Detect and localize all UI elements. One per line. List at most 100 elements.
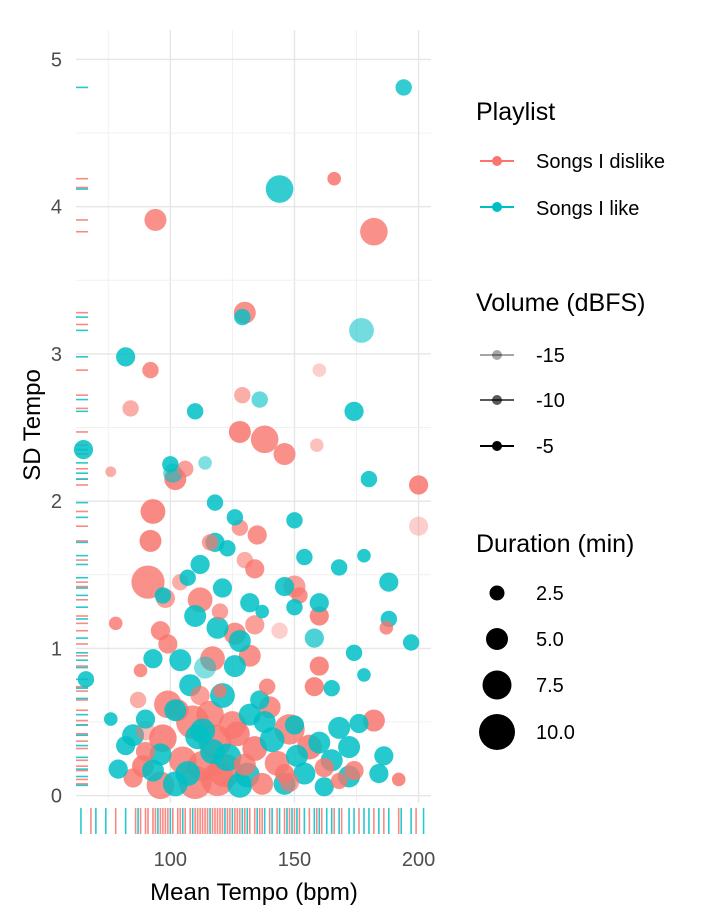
point-songs-i-like <box>308 731 331 754</box>
point-songs-i-dislike <box>309 656 329 676</box>
point-songs-i-like <box>103 712 118 726</box>
point-songs-i-dislike <box>362 709 385 732</box>
legend-item-volume-5: -5 <box>480 436 554 458</box>
point-songs-i-dislike <box>408 516 429 536</box>
legend: Playlist Songs I dislike Songs I like Vo… <box>476 98 665 750</box>
x-axis-title: Mean Tempo (bpm) <box>150 879 358 906</box>
point-songs-i-like <box>77 671 95 688</box>
point-songs-i-dislike <box>201 534 219 551</box>
point-songs-i-dislike <box>213 684 227 698</box>
point-songs-i-like <box>338 736 361 759</box>
point-songs-i-dislike <box>105 466 117 478</box>
y-tick-label: 4 <box>51 197 62 219</box>
point-songs-i-like <box>330 559 348 576</box>
y-tick-label: 1 <box>51 638 62 660</box>
point-songs-i-like <box>162 456 179 473</box>
point-songs-i-dislike <box>224 721 250 747</box>
point-songs-i-dislike <box>177 460 194 477</box>
point-songs-i-dislike <box>211 603 229 620</box>
legend-title-duration: Duration (min) <box>476 530 634 558</box>
point-songs-i-dislike <box>122 400 139 417</box>
x-tick-label: 200 <box>402 849 435 871</box>
point-songs-i-dislike <box>273 443 296 466</box>
point-songs-i-like <box>135 709 156 729</box>
point-songs-i-like <box>219 540 236 557</box>
legend-label-dislike: Songs I dislike <box>536 151 665 173</box>
point-songs-i-like <box>108 759 128 779</box>
point-songs-i-like <box>200 739 225 764</box>
point-songs-i-like <box>234 308 251 326</box>
point-songs-i-dislike <box>108 616 123 631</box>
legend-item-like: Songs I like <box>480 198 639 220</box>
legend-item-volume-10: -10 <box>480 390 565 412</box>
legend-label-duration-5-0: 5.0 <box>536 629 564 651</box>
x-tick-label: 100 <box>154 849 187 871</box>
point-songs-i-dislike <box>142 361 159 379</box>
point-songs-i-like <box>116 347 136 367</box>
point-songs-i-dislike <box>271 622 288 639</box>
rug-marks <box>76 86 425 834</box>
point-songs-i-dislike <box>250 425 279 454</box>
point-songs-i-like <box>253 711 276 734</box>
point-songs-i-like <box>240 593 260 613</box>
point-songs-i-dislike <box>360 217 388 246</box>
point-songs-i-dislike <box>236 551 254 569</box>
legend-item-duration-7-5: 7.5 <box>482 670 564 700</box>
point-songs-i-dislike <box>123 768 143 788</box>
legend-label-duration-7-5: 7.5 <box>536 675 564 697</box>
point-songs-i-like <box>162 771 188 797</box>
point-songs-i-like <box>286 512 303 529</box>
grid-lines <box>76 30 431 803</box>
point-songs-i-like <box>190 554 210 575</box>
point-songs-i-like <box>314 777 334 797</box>
legend-label-duration-2-5: 2.5 <box>536 583 564 605</box>
point-songs-i-like <box>345 644 363 662</box>
point-songs-i-dislike <box>140 499 166 524</box>
point-songs-i-like <box>304 628 324 648</box>
data-points <box>73 79 429 800</box>
point-songs-i-like <box>190 718 216 744</box>
y-tick-label: 5 <box>51 49 62 71</box>
point-songs-i-like <box>206 616 229 639</box>
point-songs-i-dislike <box>327 171 341 186</box>
point-songs-i-like <box>323 679 340 697</box>
point-songs-i-dislike <box>258 678 276 695</box>
point-songs-i-like <box>226 509 244 526</box>
point-songs-i-dislike <box>314 758 334 778</box>
point-songs-i-dislike <box>190 685 210 706</box>
point-songs-i-like <box>116 735 136 756</box>
legend-item-volume-15: -15 <box>480 345 565 367</box>
point-songs-i-dislike <box>274 763 295 784</box>
point-songs-i-like <box>274 576 295 597</box>
point-songs-i-dislike <box>129 691 147 709</box>
point-songs-i-like <box>360 470 378 488</box>
point-songs-i-like <box>285 744 308 767</box>
point-songs-i-like <box>251 391 268 408</box>
point-songs-i-like <box>228 630 251 653</box>
legend-item-duration-10-0: 10.0 <box>479 714 575 750</box>
point-songs-i-dislike <box>247 525 267 545</box>
y-tick-label: 2 <box>51 491 62 513</box>
point-songs-i-dislike <box>391 772 406 787</box>
point-songs-i-like <box>284 715 305 735</box>
legend-label-like: Songs I like <box>536 198 639 220</box>
point-songs-i-dislike <box>312 363 327 377</box>
point-songs-i-like <box>374 746 394 766</box>
point-songs-i-dislike <box>245 615 265 635</box>
point-songs-i-dislike <box>144 208 167 231</box>
point-songs-i-like <box>206 494 224 511</box>
legend-item-duration-5-0: 5.0 <box>486 628 564 651</box>
y-tick-label: 3 <box>51 344 62 366</box>
point-songs-i-like <box>357 548 371 563</box>
tick-labels: 100 150 200 0 1 2 3 4 5 <box>51 49 435 871</box>
point-songs-i-like <box>250 690 270 710</box>
point-songs-i-dislike <box>228 420 251 443</box>
point-songs-i-like <box>309 593 329 613</box>
point-songs-i-like <box>73 440 94 460</box>
y-tick-label: 0 <box>51 786 62 808</box>
point-songs-i-dislike <box>135 741 156 762</box>
point-songs-i-like <box>255 604 269 619</box>
legend-label-volume-15: -15 <box>536 345 565 367</box>
point-songs-i-dislike <box>309 606 329 626</box>
point-songs-i-like <box>369 763 389 784</box>
